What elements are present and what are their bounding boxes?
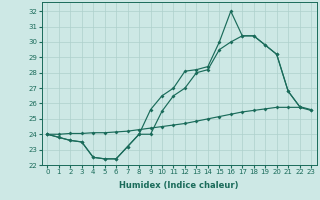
X-axis label: Humidex (Indice chaleur): Humidex (Indice chaleur) xyxy=(119,181,239,190)
